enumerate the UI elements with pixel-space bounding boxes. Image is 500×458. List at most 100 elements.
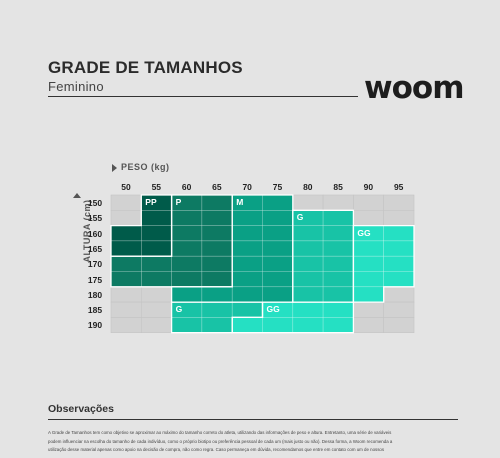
grid-cell (231, 255, 263, 272)
size-label: GG (266, 304, 280, 315)
grid-cell (201, 271, 233, 288)
x-tick-label: 85 (333, 182, 343, 192)
grid-cell (171, 225, 203, 242)
page-subtitle: Feminino (48, 79, 104, 94)
grid-cell (383, 210, 415, 226)
grid-cell (322, 210, 354, 226)
grid-cell (110, 286, 142, 303)
y-tick-label: 165 (87, 243, 103, 254)
grid-cell (141, 301, 172, 318)
grid-cell (171, 240, 203, 257)
grid-cell (262, 225, 294, 242)
grid-cell (322, 255, 354, 272)
grid-cell (383, 317, 415, 333)
grid-cell (322, 271, 354, 288)
grid-cell (322, 225, 354, 242)
x-tick-label: 60 (181, 182, 192, 192)
grid-cell (292, 301, 324, 318)
grid-cell (353, 210, 384, 226)
brand-logo: woom (364, 70, 465, 106)
grid-cell (110, 301, 142, 318)
grid-cell (141, 240, 172, 257)
size-label: PP (145, 197, 157, 207)
grid-cell (231, 225, 263, 242)
observacoes-text: A Grade de Tamanhos tem como objetivo se… (48, 429, 458, 455)
y-tick-label: 185 (87, 305, 103, 316)
header-divider (48, 96, 358, 97)
grid-cell (201, 210, 233, 226)
y-tick-label: 155 (87, 213, 103, 224)
x-tick-label: 90 (363, 182, 374, 192)
grid-cell (201, 225, 233, 242)
x-tick-label: 95 (393, 182, 404, 192)
grid-cell (322, 317, 354, 333)
y-tick-label: 190 (87, 320, 103, 331)
grid-cell (110, 225, 142, 242)
x-tick-label: 75 (272, 182, 283, 192)
grid-cell (292, 255, 324, 272)
grid-cell (322, 286, 354, 303)
grid-cell (110, 210, 142, 226)
grid-cell (171, 317, 203, 333)
grid-cell (292, 317, 324, 333)
grid-cell (110, 271, 142, 288)
y-tick-label: 150 (87, 198, 103, 208)
grid-cell (201, 317, 233, 333)
observacoes-line: podem influenciar na escolha do tamanho … (48, 438, 393, 444)
grid-cell (262, 271, 294, 288)
size-label: G (175, 304, 183, 315)
grid-cell (201, 194, 233, 211)
grid-cell (141, 286, 172, 303)
grid-cell (292, 225, 324, 242)
y-tick-label: 160 (87, 228, 103, 239)
grid-cell (171, 271, 203, 288)
grid-cell (262, 255, 294, 272)
observacoes-title: Observações (48, 403, 114, 415)
grid-cell (231, 210, 263, 226)
grid-cell (201, 286, 233, 303)
size-region-outline (231, 301, 355, 334)
grid-cell (231, 286, 263, 303)
grid-cell (110, 194, 142, 211)
grid-cell (383, 240, 415, 257)
grid-cell (110, 255, 142, 272)
grid-cell (353, 194, 384, 211)
y-tick-label: 170 (87, 259, 103, 270)
grid-cell (262, 194, 294, 211)
grid-cell (353, 286, 384, 303)
x-tick-label: 65 (212, 182, 222, 192)
size-label: P (175, 197, 182, 207)
grid-cell (383, 255, 415, 272)
observacoes-line: utilização desse material apenas como ap… (48, 447, 385, 452)
grid-cell (383, 225, 415, 242)
x-tick-label: 55 (151, 182, 162, 192)
grid-cell (201, 255, 233, 272)
grid-cell (322, 194, 354, 211)
grid-cell (141, 225, 172, 242)
grid-cell (383, 194, 415, 211)
grid-cell (322, 240, 354, 257)
grid-cell (292, 286, 324, 303)
y-tick-label: 175 (87, 274, 103, 285)
size-label: M (236, 197, 244, 207)
x-axis-label: PESO (kg) (121, 162, 170, 172)
grid-cell (201, 301, 233, 318)
grid-cell (110, 240, 142, 257)
y-tick-label: 180 (87, 289, 103, 300)
grid-cell (353, 301, 384, 318)
grid-cell (171, 210, 203, 226)
grid-cell (383, 301, 415, 318)
grid-cell (141, 255, 172, 272)
grid-cell (141, 271, 172, 288)
grid-cell (110, 317, 142, 333)
grid-cell (141, 317, 172, 333)
grid-cell (141, 210, 172, 226)
grid-cell (292, 194, 324, 211)
grid-cell (231, 271, 263, 288)
x-tick-label: 70 (242, 182, 252, 192)
grid-cell (231, 317, 263, 333)
altura-arrow-icon (73, 193, 81, 198)
x-tick-label: 80 (303, 182, 313, 192)
size-label: GG (357, 227, 371, 238)
